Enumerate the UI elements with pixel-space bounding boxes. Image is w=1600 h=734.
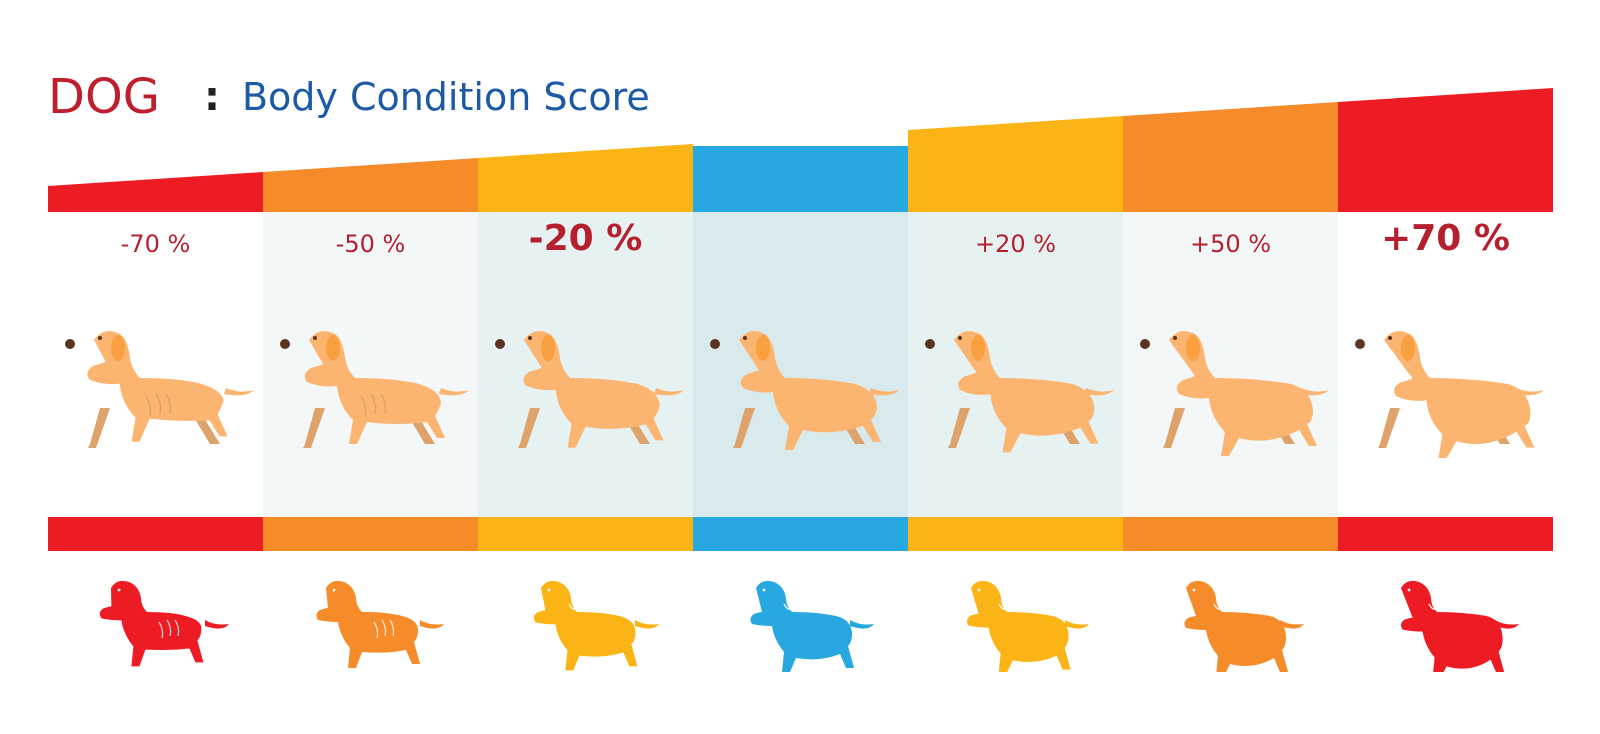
color-band-segment xyxy=(908,517,1123,551)
color-band-segment xyxy=(693,517,908,551)
wedge-segment xyxy=(1123,102,1338,212)
percent-label: +20 % xyxy=(974,230,1057,258)
title-species: DOG xyxy=(48,69,160,125)
lean-dog-silhouette-icon xyxy=(478,578,693,672)
ideal-dog-icon xyxy=(693,318,908,458)
obese-dog-icon xyxy=(1338,318,1553,459)
title-subtitle: Body Condition Score xyxy=(241,75,650,119)
thin-dog-silhouette-icon xyxy=(263,578,478,672)
percent-label: -50 % xyxy=(335,230,406,258)
overweight-dog-icon xyxy=(908,318,1123,458)
lean-dog-icon xyxy=(478,318,693,458)
wedge-segment xyxy=(908,116,1123,212)
column-background xyxy=(263,212,478,517)
color-band-segment xyxy=(1338,517,1553,551)
percent-label: +50 % xyxy=(1189,230,1272,258)
column-background xyxy=(693,212,908,517)
title-separator: : xyxy=(203,74,220,120)
column-background xyxy=(478,212,693,517)
color-band-segment xyxy=(1123,517,1338,551)
color-band-segment xyxy=(48,517,263,551)
wedge-segment xyxy=(478,144,693,212)
very-thin-dog-icon xyxy=(48,318,263,458)
column-background xyxy=(1123,212,1338,517)
color-band-segment xyxy=(478,517,693,551)
column-background xyxy=(908,212,1123,517)
wedge-segment xyxy=(263,158,478,212)
percent-label: -20 % xyxy=(528,218,643,259)
percent-label: -70 % xyxy=(120,230,191,258)
thin-dog-icon xyxy=(263,318,478,458)
heavy-dog-silhouette-icon xyxy=(1123,578,1338,676)
heavy-dog-icon xyxy=(1123,318,1338,458)
wedge-segment xyxy=(48,172,263,212)
color-band-segment xyxy=(263,517,478,551)
percent-label: +70 % xyxy=(1381,218,1510,259)
column-background xyxy=(48,212,263,517)
overweight-dog-silhouette-icon xyxy=(908,578,1123,674)
column-background xyxy=(1338,212,1553,517)
wedge-segment xyxy=(693,146,908,212)
very-thin-dog-silhouette-icon xyxy=(48,578,263,672)
obese-dog-silhouette-icon xyxy=(1338,578,1553,678)
ideal-dog-silhouette-icon xyxy=(693,578,908,672)
page-title: DOG : Body Condition Score xyxy=(48,62,650,132)
wedge-segment xyxy=(1338,88,1553,212)
